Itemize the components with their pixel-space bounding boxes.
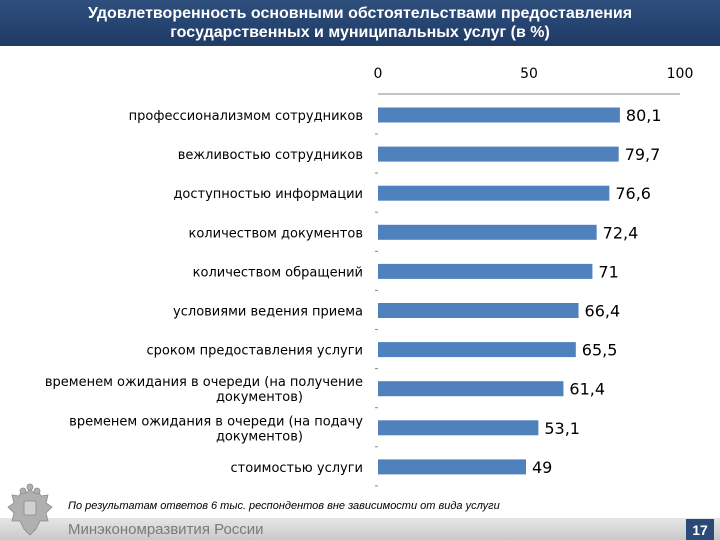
bar-chart: 0 50 100 80,1 профессионализмом сотрудников 7… [45, 66, 694, 487]
slide-title: Удовлетворенность основными обстоятельст… [87, 5, 633, 41]
bar [378, 459, 526, 475]
category-label: временем ожидания в очереди (на подачу до… [69, 414, 363, 444]
x-tick-label: 0 [374, 66, 383, 82]
category-label: сроком предоставления услуги [147, 344, 363, 359]
category-label: условиями ведения приема [173, 305, 363, 320]
category-label: количеством документов [189, 226, 364, 241]
data-label: 71 [598, 262, 618, 281]
category-label: стоимостью услуги [231, 461, 363, 476]
bar [378, 185, 610, 201]
bar [378, 381, 564, 397]
footer-bar [0, 518, 720, 540]
data-label: 76,6 [615, 184, 651, 203]
bar [378, 224, 597, 240]
bar [378, 342, 576, 358]
category-label: доступностью информации [173, 187, 363, 202]
category-label: профессионализмом сотрудников [129, 109, 363, 124]
bar [378, 146, 619, 162]
data-label: 72,4 [603, 223, 639, 242]
page-number: 17 [686, 519, 714, 540]
data-label: 53,1 [544, 419, 580, 438]
bar [378, 303, 579, 318]
data-label: 66,4 [585, 302, 621, 321]
x-tick-label: 50 [520, 66, 538, 82]
russian-coat-of-arms-icon [7, 483, 53, 536]
bar [378, 263, 593, 279]
data-label: 49 [532, 458, 552, 477]
data-label: 80,1 [626, 106, 662, 125]
category-label: количеством обращений [193, 265, 363, 280]
slide-header: Удовлетворенность основными обстоятельст… [0, 0, 720, 46]
bar [378, 420, 539, 436]
data-label: 65,5 [582, 341, 618, 360]
category-label: временем ожидания в очереди (на получени… [45, 375, 363, 405]
bar [378, 107, 620, 123]
x-tick-label: 100 [667, 66, 694, 82]
data-label: 61,4 [569, 380, 605, 399]
category-label: вежливостью сотрудников [178, 148, 363, 163]
data-label: 79,7 [625, 145, 661, 164]
footnote: По результатам ответов 6 тыс. респондент… [68, 500, 500, 512]
ministry-name: Минэкономразвития России [68, 521, 264, 538]
